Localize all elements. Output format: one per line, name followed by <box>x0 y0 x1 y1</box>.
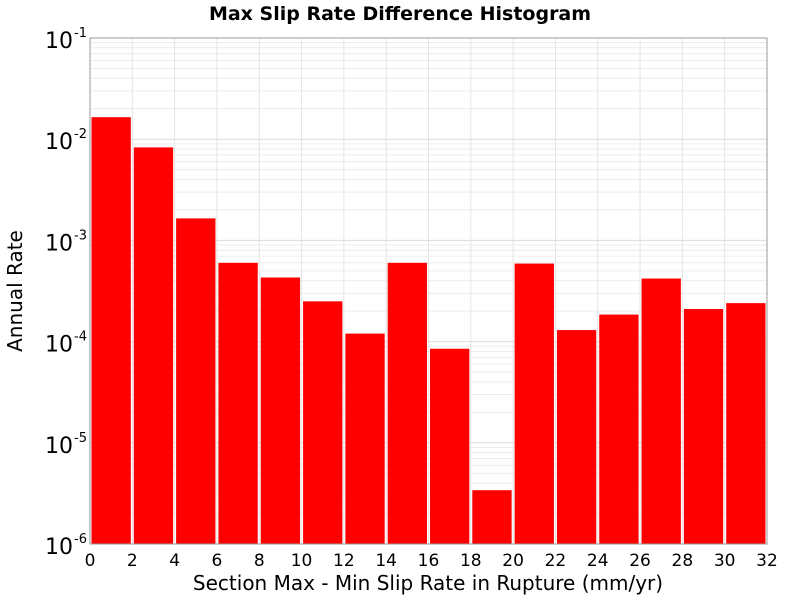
x-tick-label: 12 <box>333 551 355 571</box>
x-tick-label: 10 <box>291 551 313 571</box>
x-tick-label: 2 <box>127 551 138 571</box>
y-tick-exponent: -2 <box>74 127 87 142</box>
histogram-bar <box>641 278 681 544</box>
x-tick-label: 26 <box>629 551 651 571</box>
y-tick-label: 10 <box>45 29 73 54</box>
y-tick-exponent: -4 <box>74 330 87 345</box>
histogram-bar <box>726 303 766 544</box>
x-tick-label: 0 <box>85 551 96 571</box>
histogram-bar <box>599 314 639 544</box>
x-tick-label: 32 <box>756 551 778 571</box>
x-tick-label: 24 <box>587 551 609 571</box>
x-tick-label: 8 <box>254 551 265 571</box>
y-tick-label: 10 <box>45 333 73 358</box>
x-tick-label: 4 <box>169 551 180 571</box>
x-tick-label: 28 <box>672 551 694 571</box>
x-tick-label: 20 <box>502 551 524 571</box>
y-tick-exponent: -5 <box>74 431 87 446</box>
chart-title: Max Slip Rate Difference Histogram <box>209 3 591 25</box>
y-tick-exponent: -1 <box>74 26 87 41</box>
histogram-bar <box>514 263 554 544</box>
histogram-bar <box>218 262 258 544</box>
histogram-bar <box>472 490 512 544</box>
bars-group <box>91 117 766 545</box>
y-tick-labels: 10-610-510-410-310-210-1 <box>45 26 87 560</box>
histogram-bar <box>387 262 427 544</box>
y-tick-label: 10 <box>45 231 73 256</box>
y-tick-label: 10 <box>45 434 73 459</box>
x-tick-labels: 0 2 4 6 8 10 12 14 16 18 20 22 24 26 28 30 32 <box>85 551 778 571</box>
x-tick-label: 16 <box>418 551 440 571</box>
histogram-bar <box>133 147 174 545</box>
histogram-bar <box>556 330 597 544</box>
plot-frame <box>89 37 768 545</box>
histogram-bar <box>683 308 724 544</box>
histogram-bar <box>260 277 301 544</box>
x-tick-label: 14 <box>375 551 397 571</box>
x-tick-label: 6 <box>212 551 223 571</box>
histogram-bar <box>303 301 343 544</box>
histogram-bar <box>176 218 216 544</box>
y-tick-label: 10 <box>45 535 73 560</box>
y-axis-label: Annual Rate <box>3 230 27 352</box>
y-tick-exponent: -6 <box>74 532 87 547</box>
histogram-bar <box>91 117 131 545</box>
x-tick-label: 18 <box>460 551 482 571</box>
x-axis-label: Section Max - Min Slip Rate in Rupture (… <box>193 571 663 595</box>
x-tick-label: 30 <box>714 551 736 571</box>
histogram-bar <box>345 333 385 544</box>
y-tick-label: 10 <box>45 130 73 155</box>
y-tick-exponent: -3 <box>74 228 87 243</box>
x-tick-label: 22 <box>545 551 567 571</box>
histogram-bar <box>430 348 470 544</box>
